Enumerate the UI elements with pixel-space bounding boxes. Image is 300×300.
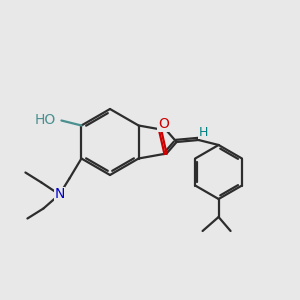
Text: O: O	[158, 118, 169, 131]
Text: N: N	[54, 188, 64, 202]
Text: HO: HO	[34, 112, 56, 127]
Text: H: H	[199, 125, 208, 139]
